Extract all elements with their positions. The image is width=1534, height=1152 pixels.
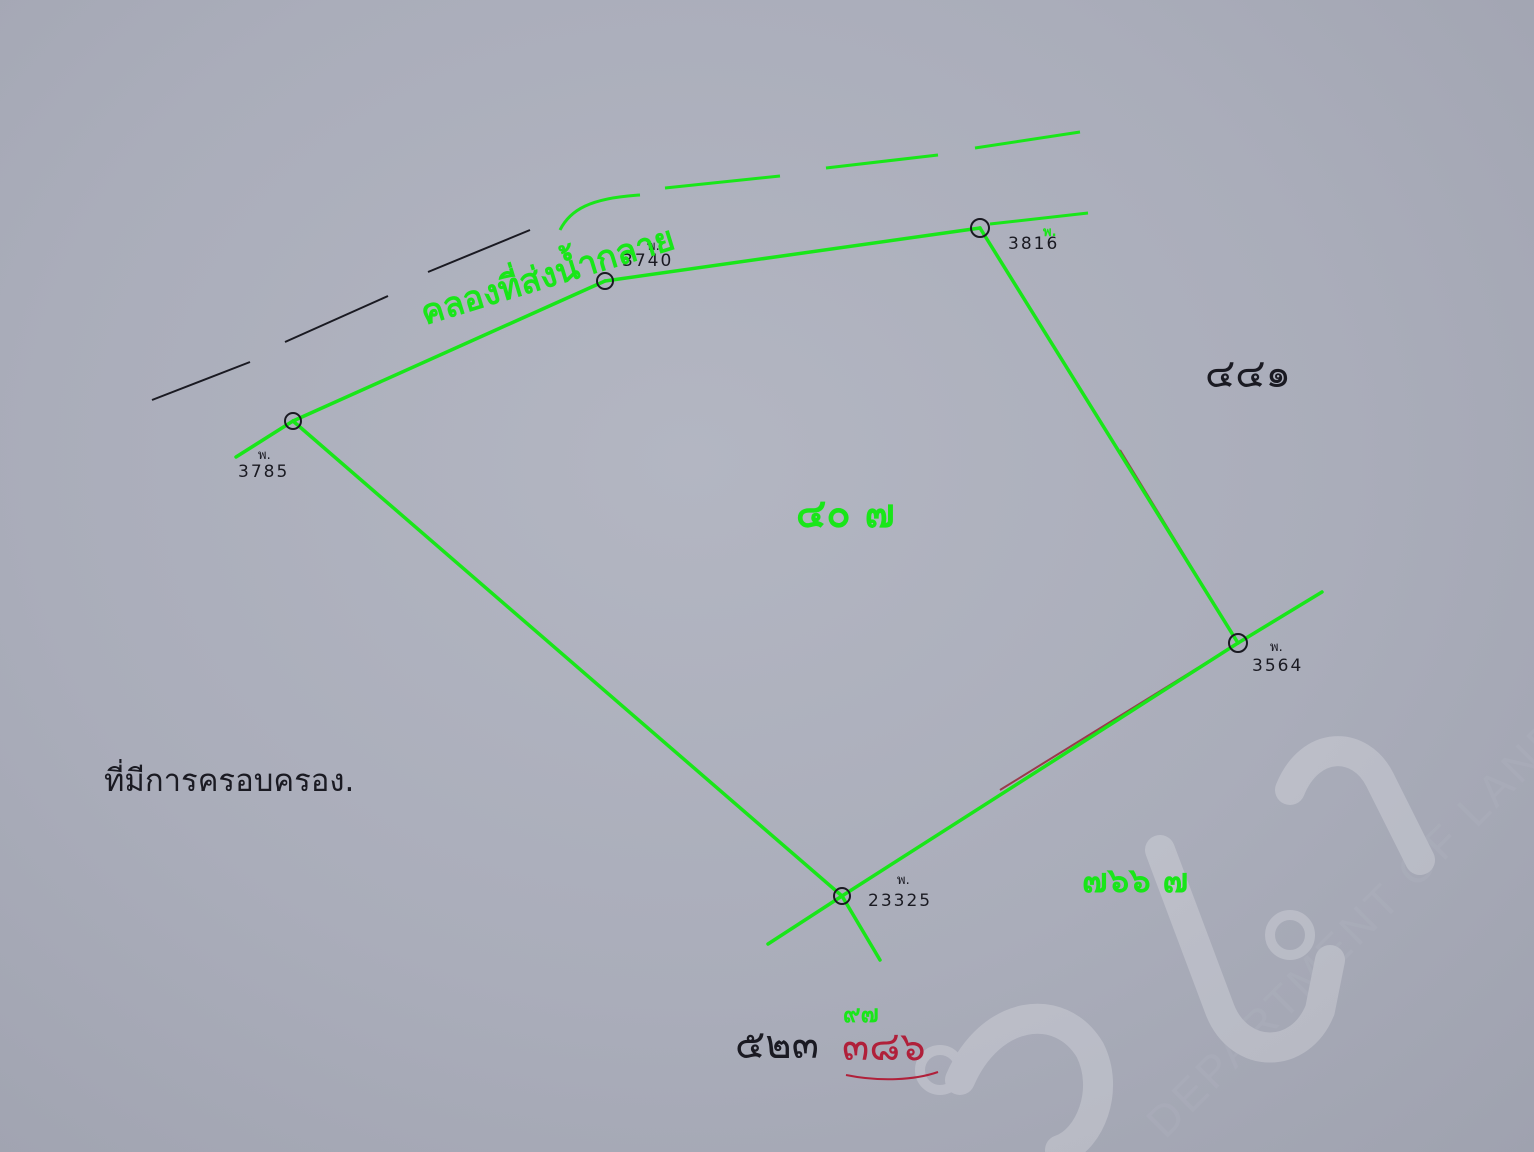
marker-circle-3816	[970, 218, 990, 238]
marker-circle-3785	[284, 412, 302, 430]
marker-number-3564: 3564	[1252, 656, 1303, 676]
marker-prefix-23325: พ.	[897, 873, 910, 888]
bottom-number-red: ๓๘๖	[842, 1024, 926, 1070]
parcel-number: ๔๐ ๗	[796, 491, 895, 537]
canal-bank-lines	[151, 229, 531, 401]
occupied-area-note: ที่มีการครอบครอง.	[104, 759, 354, 799]
marker-number-3740: 3740	[622, 251, 673, 271]
parcel-boundary	[234, 226, 1324, 962]
canal-label: คลองที่ส่งน้ำกลาย	[414, 213, 679, 334]
marker-prefix-3785: พ.	[258, 448, 271, 463]
red-underline	[845, 1071, 939, 1081]
marker-number-3785: 3785	[238, 462, 289, 482]
marker-prefix-3740: พ.	[647, 239, 660, 254]
marker-circle-23325	[833, 887, 851, 905]
canal-edge-green	[558, 130, 1089, 231]
neighbor-parcel-south-east: ๗๖๖ ๗	[1082, 861, 1188, 901]
marker-labels: พ. 3785 พ. 3740 พ. 3816 พ. 3564 พ. 23325	[238, 225, 1303, 911]
department-watermark: DEPARTMENT OF LAND	[915, 736, 1435, 1152]
marker-circle-3740	[596, 272, 614, 290]
bottom-number-black: ๕๒๓	[735, 1022, 819, 1068]
marker-circle-3564	[1228, 633, 1248, 653]
neighbor-parcel-east: ๔๔๑	[1205, 351, 1291, 397]
marker-prefix-3816: พ.	[1043, 225, 1057, 240]
original-boundary-red	[999, 449, 1239, 791]
marker-number-3816: 3816	[1008, 234, 1059, 254]
bottom-number-green: ๙๗	[843, 1000, 879, 1028]
marker-number-23325: 23325	[868, 891, 932, 911]
boundary-markers	[284, 218, 1248, 905]
marker-prefix-3564: พ.	[1270, 640, 1283, 655]
